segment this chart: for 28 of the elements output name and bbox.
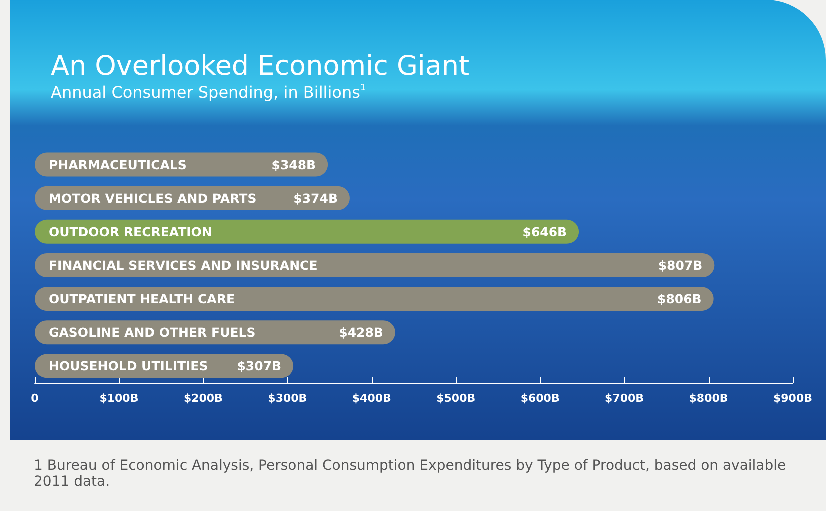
x-tick-label: $700B (605, 392, 644, 405)
y-tick-label: OUTPATIENT HEALTH CARE (49, 292, 235, 307)
x-tick-label: $100B (100, 392, 139, 405)
text: 1 Bureau of Economic Analysis, Personal Consumption Expenditures by Type of Product, based on available 2011 data. (34, 458, 788, 490)
y-tick-label: GASOLINE AND OTHER FUELS (49, 325, 256, 340)
bar (35, 220, 580, 244)
bar (35, 287, 714, 312)
x-tick-label: $800B (689, 392, 728, 405)
x-tick-label: $600B (520, 392, 560, 405)
chart-title: An Overlooked Economic Giant (51, 51, 470, 82)
data-label: $428B (339, 325, 384, 340)
y-tick-label: FINANCIAL SERVICES AND INSURANCE (49, 258, 318, 273)
y-tick-label: OUTDOOR RECREATION (49, 224, 212, 240)
data-label: $807B (658, 258, 703, 273)
x-tick-label: $500B (436, 392, 476, 405)
x-tick-label: $200B (184, 392, 223, 405)
data-label: $307B (237, 358, 282, 374)
x-tick-label: $300B (268, 392, 308, 405)
data-label: $374B (294, 190, 338, 206)
x-tick-label: $400B (352, 392, 392, 405)
x-tick-label: $900B (774, 392, 812, 405)
data-label: $348B (272, 157, 316, 172)
data-label: $806B (658, 292, 702, 307)
x-tick-label: 0 (31, 392, 40, 405)
y-tick-label: MOTOR VEHICLES AND PARTS (49, 190, 257, 206)
data-label: $646B (522, 224, 568, 240)
y-tick-label: PHARMACEUTICALS (49, 157, 187, 172)
y-tick-label: HOUSEHOLD UTILITIES (49, 358, 208, 374)
